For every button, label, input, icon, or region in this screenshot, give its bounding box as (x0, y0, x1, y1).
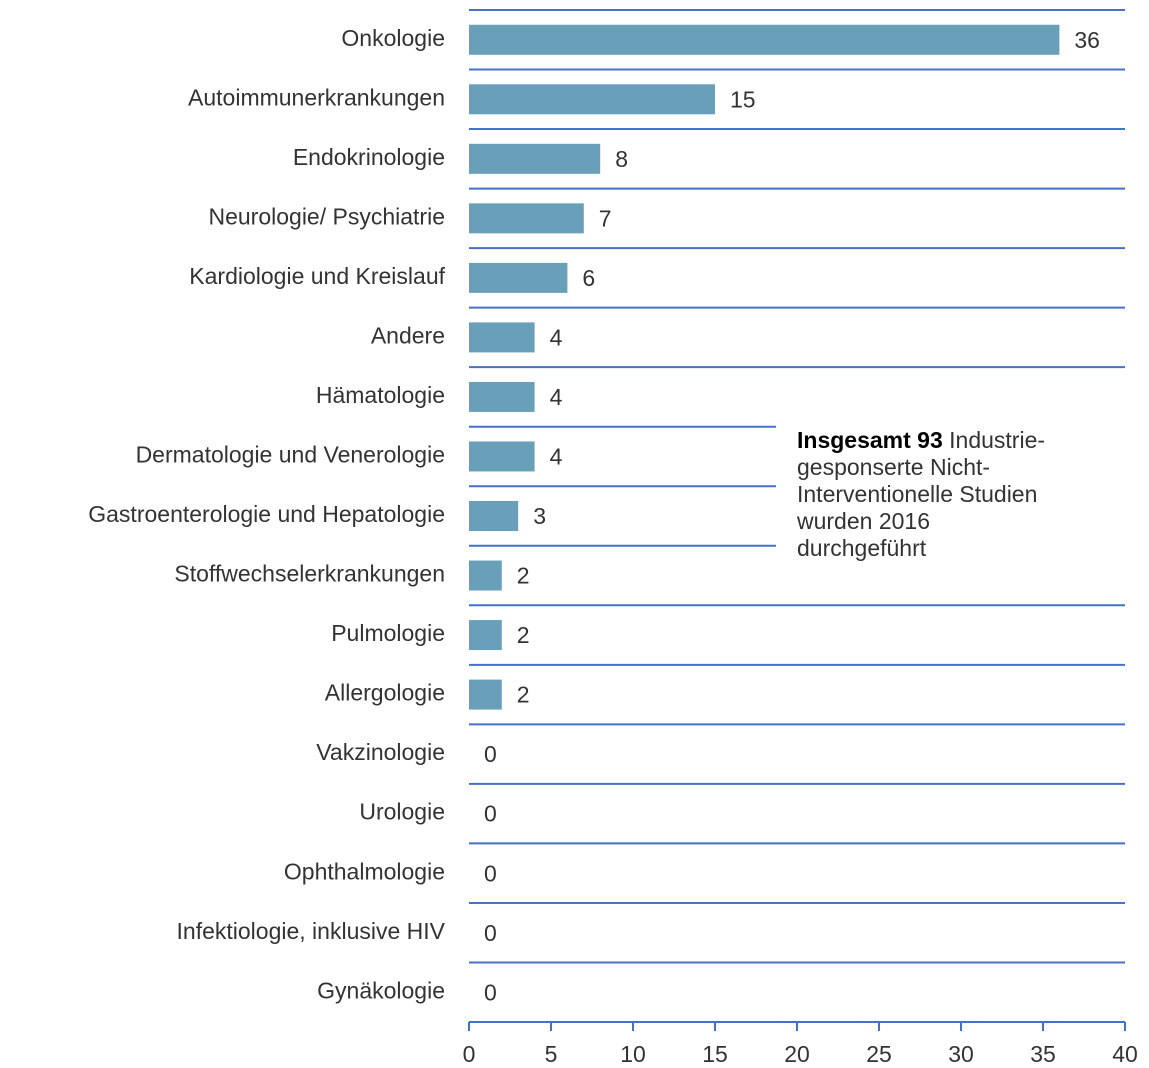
x-tick-label: 25 (866, 1041, 892, 1067)
category-label: Dermatologie und Venerologie (136, 442, 445, 468)
category-label: Kardiologie und Kreislauf (189, 263, 445, 289)
data-label: 0 (484, 801, 497, 827)
category-label: Allergologie (325, 680, 445, 706)
bar (469, 441, 535, 472)
x-tick-label: 40 (1112, 1041, 1138, 1067)
annotation-line: durchgeführt (797, 535, 927, 561)
bar (469, 501, 519, 531)
annotation-line: Industrie- (943, 427, 1045, 453)
data-label: 4 (550, 384, 563, 410)
bar (469, 84, 715, 115)
category-label: Endokrinologie (293, 144, 445, 170)
data-label: 36 (1074, 27, 1100, 53)
data-label: 2 (517, 563, 530, 589)
x-tick-label: 0 (463, 1041, 476, 1067)
data-label: 8 (615, 146, 628, 172)
x-tick-label: 35 (1030, 1041, 1056, 1067)
annotation: Insgesamt 93 Industrie-gesponserte Nicht… (796, 427, 1045, 561)
data-label: 3 (533, 503, 546, 529)
category-label: Autoimmunerkrankungen (188, 84, 445, 110)
x-tick-label: 5 (545, 1041, 558, 1067)
annotation-line: wurden 2016 (796, 508, 930, 534)
bar (469, 679, 502, 710)
category-label: Urologie (359, 799, 445, 825)
category-label: Infektiologie, inklusive HIV (177, 918, 446, 944)
bar (469, 24, 1060, 55)
data-label: 0 (484, 920, 497, 946)
data-label: 4 (550, 324, 563, 350)
category-label: Andere (371, 322, 445, 348)
data-label: 15 (730, 86, 756, 112)
category-label: Gynäkologie (317, 977, 445, 1003)
x-tick-label: 10 (620, 1041, 646, 1067)
data-label: 0 (484, 860, 497, 886)
annotation-bold: Insgesamt 93 (797, 427, 943, 453)
annotation-box (776, 414, 1136, 557)
data-label: 6 (582, 265, 595, 291)
bar (469, 322, 535, 353)
category-label: Gastroenterologie und Hepatologie (88, 501, 445, 527)
category-label: Stoffwechselerkrankungen (174, 561, 445, 587)
category-label: Onkologie (341, 25, 445, 51)
data-label: 0 (484, 741, 497, 767)
data-label: 2 (517, 622, 530, 648)
annotation-line: Interventionelle Studien (797, 481, 1037, 507)
category-label: Pulmologie (331, 620, 445, 646)
data-label: 7 (599, 205, 612, 231)
x-tick-label: 15 (702, 1041, 728, 1067)
bar (469, 262, 568, 293)
annotation-line: gesponserte Nicht- (797, 454, 990, 480)
category-label: Ophthalmologie (284, 858, 445, 884)
category-label: Hämatologie (316, 382, 445, 408)
data-label: 0 (484, 979, 497, 1005)
bar (469, 143, 601, 174)
x-tick-label: 20 (784, 1041, 810, 1067)
data-label: 2 (517, 682, 530, 708)
x-tick-label: 30 (948, 1041, 974, 1067)
bar (469, 203, 584, 234)
category-label: Vakzinologie (316, 739, 445, 765)
data-label: 4 (550, 444, 563, 470)
bar (469, 620, 502, 651)
bar (469, 560, 502, 591)
category-label: Neurologie/ Psychiatrie (208, 203, 445, 229)
bar (469, 381, 535, 412)
